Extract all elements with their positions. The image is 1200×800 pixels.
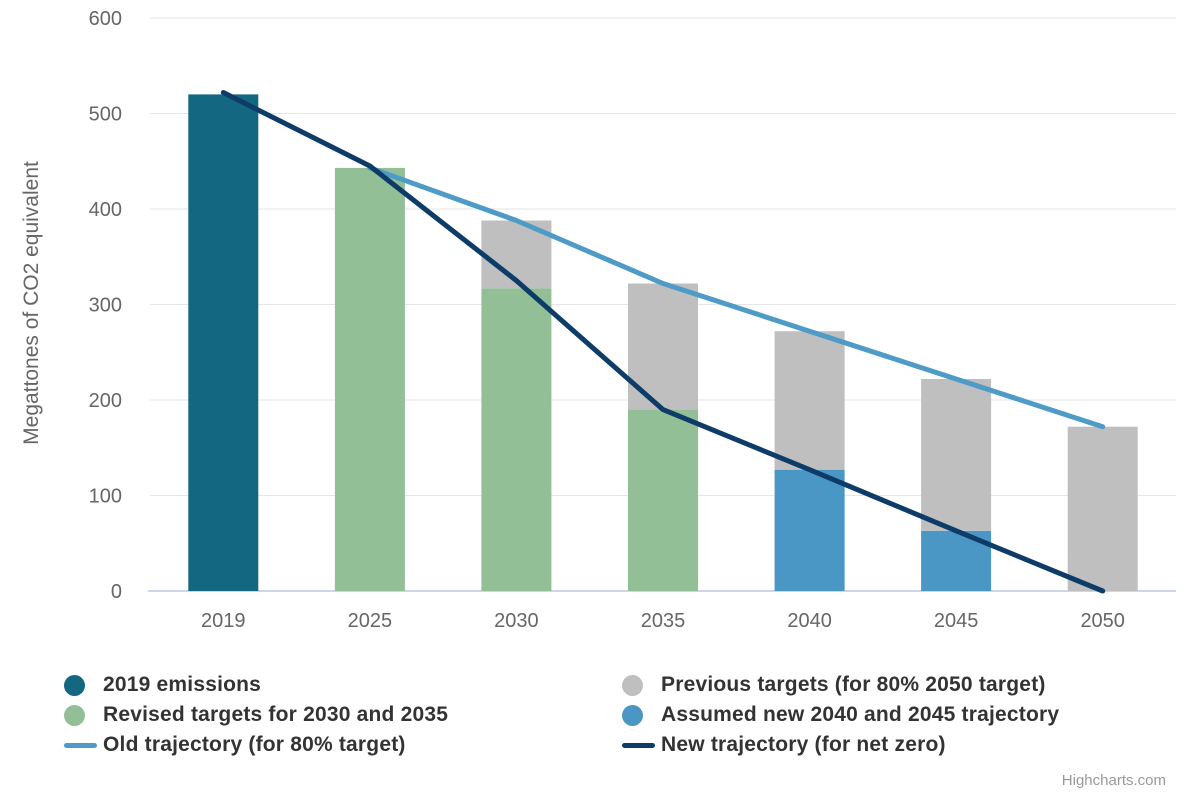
y-axis-title: Megattones of CO2 equivalent [20, 161, 43, 445]
legend-label: Old trajectory (for 80% target) [103, 733, 406, 756]
x-axis-label: 2025 [348, 610, 393, 632]
x-axis-label: 2040 [787, 610, 832, 632]
circle-marker-icon [622, 674, 655, 696]
bar-2040-segment[interactable] [774, 469, 845, 591]
y-tick-label: 500 [89, 104, 122, 126]
legend-column-right: Previous targets (for 80% 2050 target) A… [612, 670, 1059, 760]
circle-marker-icon [64, 704, 97, 726]
legend-label: Previous targets (for 80% 2050 target) [661, 673, 1046, 696]
legend-item-new-trajectory[interactable]: New trajectory (for net zero) [612, 730, 1059, 760]
line-marker-icon [622, 742, 655, 748]
legend-column-left: 2019 emissions Revised targets for 2030 … [54, 670, 612, 760]
legend-item-assumed-new-trajectory[interactable]: Assumed new 2040 and 2045 trajectory [612, 700, 1059, 730]
x-axis-label: 2030 [494, 610, 539, 632]
legend-label: 2019 emissions [103, 673, 262, 696]
line-series[interactable] [367, 165, 1106, 430]
circle-marker-icon [64, 674, 97, 696]
x-axis-label: 2019 [201, 610, 246, 632]
legend-label: Assumed new 2040 and 2045 trajectory [661, 703, 1060, 726]
y-tick-label: 600 [89, 8, 122, 30]
bar-2030-segment[interactable] [481, 288, 552, 591]
y-tick-label: 200 [89, 390, 122, 412]
legend-item-previous-targets[interactable]: Previous targets (for 80% 2050 target) [612, 670, 1059, 700]
bar-2019-segment[interactable] [188, 94, 259, 592]
legend-item-2019-emissions[interactable]: 2019 emissions [54, 670, 612, 700]
y-tick-label: 300 [89, 295, 122, 317]
bar-2025-segment[interactable] [334, 167, 405, 591]
legend-item-revised-targets[interactable]: Revised targets for 2030 and 2035 [54, 700, 612, 730]
y-tick-label: 400 [89, 199, 122, 221]
legend-item-old-trajectory[interactable]: Old trajectory (for 80% target) [54, 730, 612, 760]
y-tick-label: 100 [89, 486, 122, 508]
legend: 2019 emissions Revised targets for 2030 … [54, 670, 1059, 760]
chart-svg: Megattones of CO2 equivalent 0 100 200 300 4… [20, 8, 1176, 632]
bar-2050-segment[interactable] [1067, 426, 1138, 591]
line-marker-icon [64, 742, 97, 748]
circle-marker-icon [622, 704, 655, 726]
highcharts-credits-link[interactable]: Highcharts.com [1061, 772, 1166, 789]
x-axis-label: 2050 [1080, 610, 1125, 632]
bar-2040-segment[interactable] [774, 331, 845, 470]
bar-2045-segment[interactable] [921, 379, 992, 531]
legend-label: Revised targets for 2030 and 2035 [103, 703, 449, 726]
legend-label: New trajectory (for net zero) [661, 733, 946, 756]
bar-2035-segment[interactable] [628, 409, 698, 591]
y-tick-label: 0 [111, 581, 122, 603]
x-axis-label: 2035 [641, 610, 686, 632]
x-axis-label: 2045 [934, 610, 979, 632]
line-series[interactable] [220, 90, 1106, 594]
